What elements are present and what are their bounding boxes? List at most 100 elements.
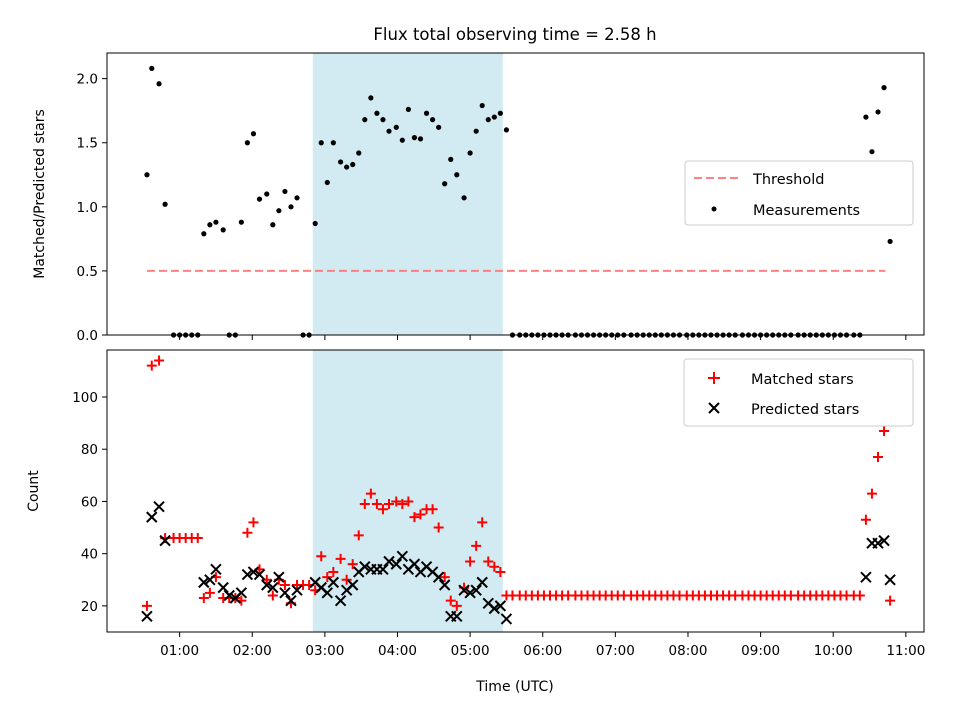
matched-star-point	[489, 561, 500, 572]
measurement-point	[411, 135, 418, 141]
measurement-point	[887, 238, 893, 245]
xtick-label: 05:00	[451, 643, 490, 659]
matched-star-point	[384, 499, 395, 510]
measurement-point	[294, 195, 300, 201]
matched-star-point	[873, 452, 884, 463]
predicted-star-point	[146, 511, 158, 523]
top-panel-frame	[106, 52, 925, 336]
measurement-point	[162, 201, 168, 207]
bottom-ytick-label: 20	[81, 599, 98, 615]
matched-star-point	[347, 559, 358, 570]
top-panel: 0.00.51.01.52.0 Matched/Predicted stars …	[32, 52, 925, 344]
legend-threshold-label: Threshold	[752, 172, 824, 188]
measurement-point	[338, 159, 344, 165]
measurement-point	[350, 161, 356, 168]
predicted-star-point	[159, 534, 171, 547]
measurement-point	[399, 137, 405, 143]
measurement-point	[344, 164, 350, 170]
measurement-point	[436, 124, 442, 130]
predicted-star-point	[253, 568, 266, 581]
measurement-point	[386, 128, 392, 134]
top-y-axis-label: Matched/Predicted stars	[32, 109, 48, 279]
predicted-star-point	[321, 587, 333, 599]
measurement-point	[881, 85, 887, 91]
matched-star-point	[477, 517, 488, 528]
xtick-label: 06:00	[523, 643, 562, 659]
matched-star-point	[451, 600, 462, 611]
predicted-star-point	[390, 558, 402, 570]
matched-star-point	[391, 496, 402, 507]
measurement-point	[149, 65, 155, 71]
predicted-star-point	[494, 600, 507, 612]
matched-star-point	[328, 566, 339, 577]
legend-measurement-swatch	[711, 206, 717, 212]
predicted-star-point	[267, 581, 279, 594]
bottom-ytick-label: 80	[81, 442, 98, 458]
predicted-star-point	[217, 581, 229, 594]
measurement-point	[288, 204, 294, 210]
predicted-star-point	[488, 602, 501, 615]
measurement-point	[461, 195, 467, 201]
predicted-star-point	[408, 558, 421, 570]
predicted-star-point	[884, 574, 896, 586]
matched-star-point	[885, 595, 896, 606]
matched-star-point	[433, 522, 444, 533]
matched-star-point	[242, 527, 253, 538]
measurement-point	[318, 140, 324, 146]
top-ytick-label: 1.0	[77, 200, 98, 216]
measurement-point	[156, 81, 162, 87]
measurement-point	[417, 136, 424, 142]
predicted-star-point	[247, 566, 260, 578]
matched-star-point	[860, 514, 871, 525]
top-panel-span	[312, 53, 503, 335]
measurement-point	[473, 128, 479, 134]
predicted-star-point	[153, 500, 165, 513]
measurement-point	[244, 140, 251, 146]
bottom-ytick-label: 100	[72, 390, 98, 406]
xtick-label: 09:00	[741, 643, 780, 659]
matched-star-point	[879, 425, 890, 436]
predicted-star-point	[383, 555, 395, 568]
matched-star-point	[267, 590, 278, 601]
predicted-star-point	[291, 584, 303, 596]
matched-star-point	[409, 512, 420, 523]
matched-star-point	[353, 530, 364, 541]
measurement-point	[207, 222, 213, 228]
predicted-star-point	[377, 563, 389, 576]
matched-star-point	[483, 556, 494, 567]
predicted-star-point	[273, 571, 285, 583]
top-ytick-label: 0.0	[77, 328, 98, 344]
predicted-star-point	[204, 574, 216, 586]
measurement-point	[405, 106, 411, 112]
predicted-star-point	[210, 563, 222, 576]
predicted-star-point	[346, 579, 359, 591]
top-x-ticks	[179, 335, 907, 340]
measurement-point	[264, 191, 270, 197]
legend-predicted-label: Predicted stars	[751, 402, 859, 418]
matched-star-point	[141, 600, 152, 611]
measurement-point	[362, 117, 368, 123]
matched-star-point	[403, 496, 414, 507]
legend-matched-label: Matched stars	[751, 372, 854, 388]
matched-star-point	[322, 572, 333, 583]
predicted-stars-points	[141, 500, 896, 625]
top-y-axis: 0.0 0.5 1.0 1.5 2.0	[77, 72, 107, 344]
matched-star-point	[415, 509, 426, 520]
predicted-star-point	[241, 568, 254, 581]
predicted-star-point	[878, 534, 890, 547]
xtick-label: 07:00	[596, 643, 635, 659]
predicted-star-point	[141, 610, 153, 623]
predicted-star-point	[470, 584, 482, 596]
predicted-star-point	[198, 576, 210, 589]
matched-star-point	[359, 499, 370, 510]
bottom-ytick-label: 40	[81, 547, 98, 563]
matched-star-point	[154, 355, 165, 366]
predicted-star-point	[261, 579, 273, 591]
matched-star-point	[261, 574, 272, 585]
matched-star-point	[471, 540, 482, 551]
predicted-star-point	[476, 576, 488, 589]
measurement-point	[368, 95, 374, 101]
predicted-star-point	[458, 584, 470, 596]
measurement-point	[485, 117, 491, 123]
matched-star-point	[465, 556, 476, 567]
